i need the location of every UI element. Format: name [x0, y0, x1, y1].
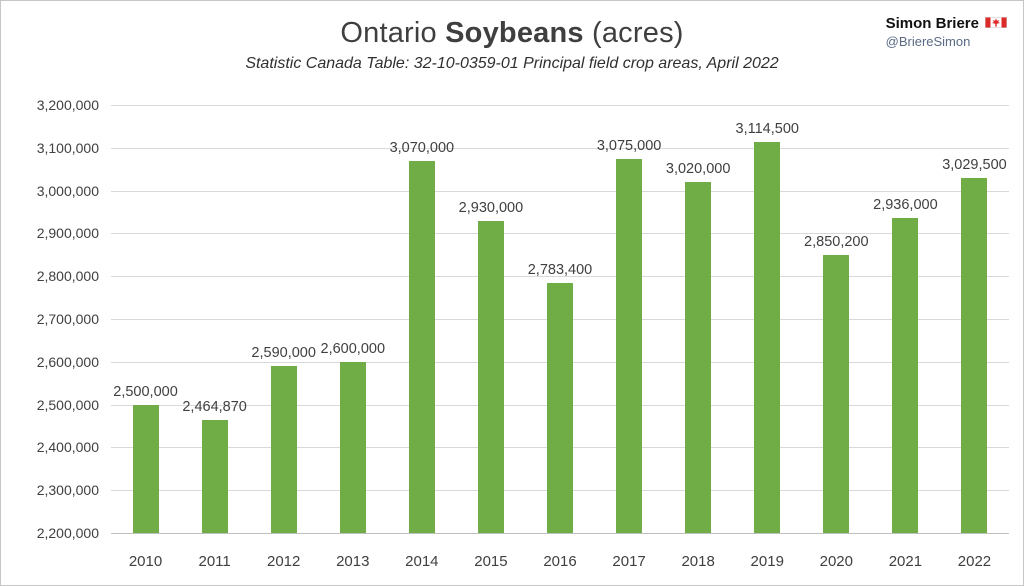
y-tick-label: 2,400,000: [36, 439, 99, 456]
bar-2022: 3,029,500: [942, 157, 1007, 533]
x-tick-label-2013: 2013: [336, 553, 370, 570]
bar-column-2018: 3,020,000: [664, 105, 733, 533]
x-tick-label-2018: 2018: [681, 553, 715, 570]
chart-title-prefix: Ontario: [340, 17, 446, 49]
bar-value-label-2010: 2,500,000: [113, 383, 178, 400]
bar-value-label-2015: 2,930,000: [458, 199, 524, 216]
bar-column-2020: 2,850,200: [802, 105, 871, 533]
chart-title-suffix: (acres): [583, 17, 684, 49]
bar-value-label-2012: 2,590,000: [251, 345, 316, 362]
x-tick-label-2017: 2017: [612, 553, 646, 570]
bar-value-label-2022: 3,029,500: [942, 156, 1007, 173]
chart-subtitle: Statistic Canada Table: 32-10-0359-01 Pr…: [245, 55, 779, 72]
y-tick-label: 2,800,000: [36, 268, 99, 285]
bar-column-2016: 2,783,400: [525, 105, 594, 533]
bar-column-2021: 2,936,000: [871, 105, 940, 533]
x-tick-label-2012: 2012: [267, 553, 301, 570]
gridline: [111, 105, 1009, 106]
gridline: [111, 190, 1009, 192]
bars-container: 2,500,000 2,464,870 2,590,000 2,600,000 3,07…: [111, 105, 1009, 533]
bar-2011: 2,464,870: [182, 399, 247, 533]
bar-2018: 3,020,000: [666, 161, 730, 533]
bar-chart: 3,200,000 3,100,000 3,000,000 2,900,000 2,80…: [11, 95, 1013, 579]
canada-flag-icon: [985, 15, 1007, 32]
bar-2012: 2,590,000: [251, 345, 316, 533]
x-tick-label-2011: 2011: [198, 553, 231, 570]
bar-value-label-2014: 3,070,000: [389, 139, 455, 156]
bar-column-2022: 3,029,500: [940, 105, 1009, 533]
bar-2013: 2,600,000: [321, 341, 385, 533]
plot-area: 2,500,000 2,464,870 2,590,000 2,600,000 3,07…: [111, 105, 1009, 534]
bar-value-label-2020: 2,850,200: [804, 233, 869, 250]
bar-2021: 2,936,000: [873, 197, 938, 533]
bar-value-label-2016: 2,783,400: [527, 262, 593, 279]
author-name: Simon Briere: [885, 15, 979, 32]
y-tick-label: 2,500,000: [36, 396, 99, 413]
bar-2015: 2,930,000: [459, 200, 523, 533]
bar-column-2012: 2,590,000: [249, 105, 318, 533]
gridline: [111, 147, 1009, 149]
x-tick-label-2022: 2022: [957, 553, 992, 570]
y-tick-label: 2,200,000: [36, 525, 99, 541]
chart-title: Ontario Soybeans (acres): [1, 17, 1023, 50]
bar-2016: 2,783,400: [528, 262, 592, 533]
x-tick-label-2019: 2019: [750, 553, 784, 570]
gridline: [111, 233, 1009, 235]
bar-column-2017: 3,075,000: [595, 105, 664, 533]
y-tick-label: 2,700,000: [36, 311, 99, 327]
x-tick-label-2010: 2010: [128, 553, 163, 570]
x-tick-label-2021: 2021: [888, 553, 923, 570]
chart-title-crop: Soybeans: [445, 17, 584, 49]
bar-2010: 2,500,000: [113, 384, 178, 533]
y-tick-label: 3,200,000: [36, 97, 99, 113]
bar-value-label-2021: 2,936,000: [873, 197, 938, 213]
bar-2014: 3,070,000: [390, 140, 454, 533]
y-tick-label: 2,600,000: [36, 353, 99, 370]
bar-2019: 3,114,500: [736, 121, 799, 533]
byline: Simon Briere @BriereSimon: [886, 15, 1007, 49]
bar-column-2010: 2,500,000: [111, 105, 180, 533]
bar-value-label-2019: 3,114,500: [735, 120, 799, 137]
bar-2017: 3,075,000: [597, 138, 661, 533]
y-axis: 3,200,000 3,100,000 3,000,000 2,900,000 2,80…: [11, 97, 107, 541]
author-handle: @BriereSimon: [885, 34, 971, 49]
y-tick-label: 2,900,000: [36, 225, 99, 242]
y-tick-label: 2,300,000: [36, 482, 99, 499]
bar-value-label-2017: 3,075,000: [596, 137, 662, 154]
bar-value-label-2011: 2,464,870: [182, 398, 247, 415]
x-tick-label-2020: 2020: [819, 553, 853, 570]
bar-column-2019: 3,114,500: [733, 105, 802, 533]
bar-column-2014: 3,070,000: [387, 105, 456, 533]
bar-2020: 2,850,200: [804, 234, 869, 533]
y-tick-label: 3,000,000: [36, 182, 99, 199]
x-axis-line: [111, 533, 1009, 534]
x-axis: 2010 2011 2012 2013 2014 2015 2016 2017 2018 2019…: [111, 545, 1009, 571]
gridline: [111, 276, 1009, 278]
bar-column-2015: 2,930,000: [456, 105, 525, 533]
bar-value-label-2013: 2,600,000: [320, 340, 386, 357]
y-tick-label: 3,100,000: [36, 139, 99, 156]
bar-column-2011: 2,464,870: [180, 105, 249, 533]
bar-value-label-2018: 3,020,000: [665, 161, 731, 178]
x-tick-label-2014: 2014: [405, 553, 439, 570]
bar-column-2013: 2,600,000: [318, 105, 387, 533]
x-tick-label-2016: 2016: [543, 553, 577, 570]
author-row: Simon Briere: [886, 15, 1007, 32]
x-tick-label-2015: 2015: [474, 553, 508, 570]
